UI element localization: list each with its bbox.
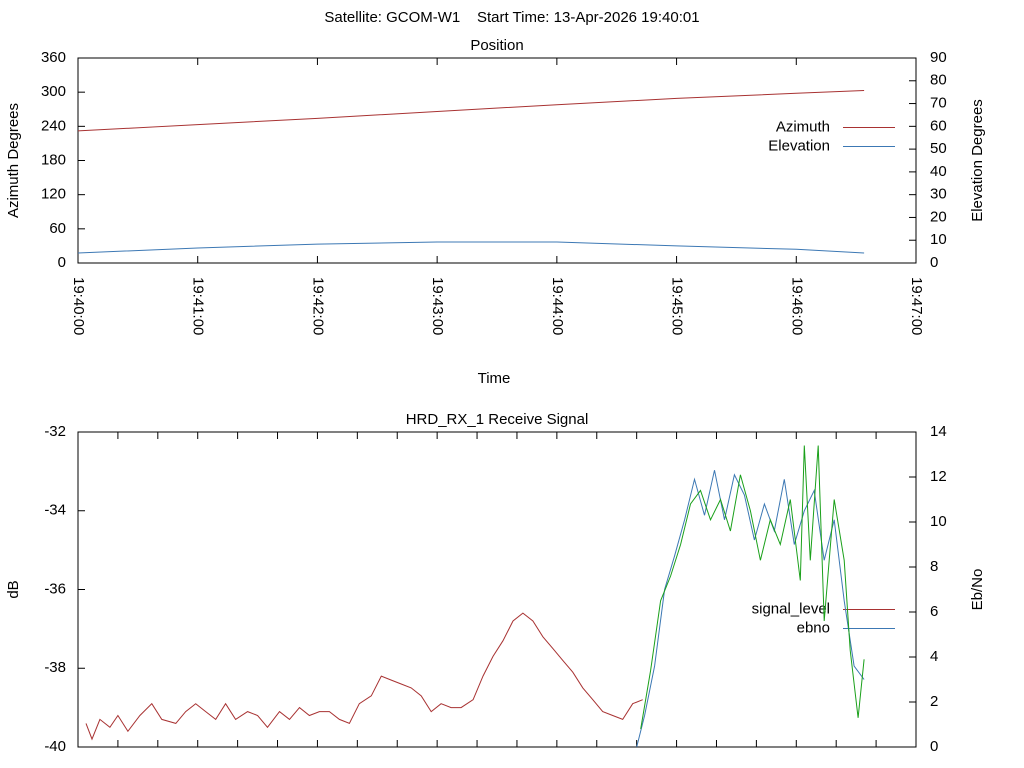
y2-axis-label: Eb/No	[969, 569, 986, 611]
y2-tick-label: 10	[930, 513, 947, 530]
x-tick-label: 19:41:00	[190, 277, 207, 335]
legend-label: Elevation	[768, 137, 830, 154]
x-tick-label: 19:43:00	[429, 277, 446, 335]
chart-title: Position	[470, 37, 523, 54]
y2-tick-label: 60	[930, 117, 947, 134]
y-tick-label: -38	[44, 659, 66, 676]
y2-tick-label: 30	[930, 186, 947, 203]
series-line	[77, 241, 865, 254]
y2-tick-label: 14	[930, 423, 947, 440]
y2-axis-label: Elevation Degrees	[969, 99, 986, 222]
series-line	[640, 445, 865, 730]
y2-tick-label: 0	[930, 254, 938, 271]
y2-tick-label: 2	[930, 693, 938, 710]
y2-tick-label: 70	[930, 95, 947, 112]
y2-tick-label: 4	[930, 648, 938, 665]
y2-tick-label: 40	[930, 163, 947, 180]
y-tick-label: 180	[41, 151, 66, 168]
x-tick-label: 19:45:00	[669, 277, 686, 335]
chart-title: HRD_RX_1 Receive Signal	[406, 411, 589, 428]
series-line	[77, 90, 865, 132]
y2-tick-label: 8	[930, 558, 938, 575]
x-tick-label: 19:40:00	[70, 277, 87, 335]
y-tick-label: 300	[41, 83, 66, 100]
y2-tick-label: 12	[930, 468, 947, 485]
y2-tick-label: 0	[930, 738, 938, 755]
y-axis-label: dB	[5, 580, 22, 598]
legend-label: signal_level	[752, 600, 830, 617]
y-tick-label: 0	[58, 254, 66, 271]
x-tick-label: 19:44:00	[549, 277, 566, 335]
y-tick-label: 60	[49, 220, 66, 237]
x-tick-label: 19:47:00	[908, 277, 925, 335]
series-line	[85, 612, 643, 741]
x-axis-label: Time	[478, 370, 511, 387]
legend-label: ebno	[797, 619, 830, 636]
y2-tick-label: 90	[930, 49, 947, 66]
y-tick-label: 240	[41, 117, 66, 134]
plot-border	[77, 431, 917, 748]
y-axis-label: Azimuth Degrees	[5, 103, 22, 218]
y2-tick-label: 20	[930, 208, 947, 225]
page-title: Satellite: GCOM-W1 Start Time: 13-Apr-20…	[324, 9, 699, 26]
y2-tick-label: 6	[930, 603, 938, 620]
y2-tick-label: 10	[930, 231, 947, 248]
y-tick-label: -40	[44, 738, 66, 755]
x-tick-label: 19:46:00	[788, 277, 805, 335]
x-tick-label: 19:42:00	[309, 277, 326, 335]
y2-tick-label: 80	[930, 72, 947, 89]
y-tick-label: -32	[44, 423, 66, 440]
y-tick-label: -34	[44, 502, 66, 519]
y-tick-label: 120	[41, 186, 66, 203]
y2-tick-label: 50	[930, 140, 947, 157]
y-tick-label: 360	[41, 49, 66, 66]
y-tick-label: -36	[44, 580, 66, 597]
series-line	[636, 470, 865, 748]
plot-border	[77, 57, 917, 264]
legend-label: Azimuth	[776, 118, 830, 135]
